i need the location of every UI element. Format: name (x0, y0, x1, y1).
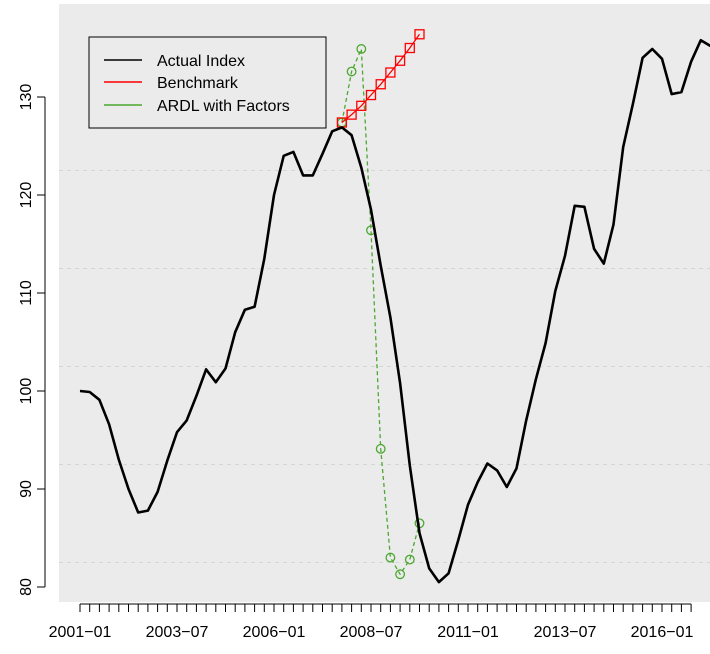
y-tick-label: 110 (18, 280, 35, 306)
x-tick-label: 2003−07 (146, 624, 209, 641)
y-tick-label: 120 (18, 182, 35, 209)
legend: Actual Index Benchmark ARDL with Factors (88, 36, 327, 129)
series-line-ardl-with-factors (341, 48, 421, 575)
data-point-benchmark (346, 109, 357, 120)
y-tick-label: 90 (18, 480, 35, 498)
x-tick-label: 2008−07 (340, 624, 403, 641)
data-point-benchmark (394, 55, 406, 66)
data-point-benchmark (385, 67, 396, 78)
x-tick-label: 2011−01 (437, 624, 499, 641)
data-point-benchmark (404, 42, 415, 54)
y-axis: 80 90 100 110 120 130 (18, 84, 46, 596)
data-point-ardl-with-factors (395, 569, 406, 580)
data-point-ardl-with-factors (385, 552, 396, 563)
data-point-benchmark (414, 29, 425, 40)
x-axis: 2001−01 2003−07 2006−01 2008−07 2011−01 2013−… (49, 603, 694, 641)
series-line-actual-index (79, 38, 710, 584)
data-point-ardl-with-factors (404, 554, 415, 565)
x-tick-label: 2006−01 (243, 624, 306, 641)
x-tick-label: 2013−07 (534, 624, 597, 641)
y-tick-label: 130 (18, 84, 35, 111)
data-point-ardl-with-factors (346, 66, 357, 77)
data-point-benchmark (365, 89, 377, 101)
data-point-ardl-with-factors (356, 44, 367, 54)
data-point-benchmark (375, 79, 386, 90)
x-tick-label: 2016−01 (631, 624, 694, 641)
legend-label-ardl-with-factors: ARDL with Factors (157, 98, 290, 115)
x-tick-label: 2001−01 (49, 624, 112, 641)
series-layer (79, 29, 710, 584)
data-point-ardl-with-factors (375, 443, 386, 454)
data-point-benchmark (356, 100, 367, 111)
legend-label-benchmark: Benchmark (157, 75, 239, 92)
y-tick-label: 100 (18, 378, 35, 405)
legend-label-actual-index: Actual Index (157, 53, 245, 70)
y-tick-label: 80 (18, 578, 35, 596)
